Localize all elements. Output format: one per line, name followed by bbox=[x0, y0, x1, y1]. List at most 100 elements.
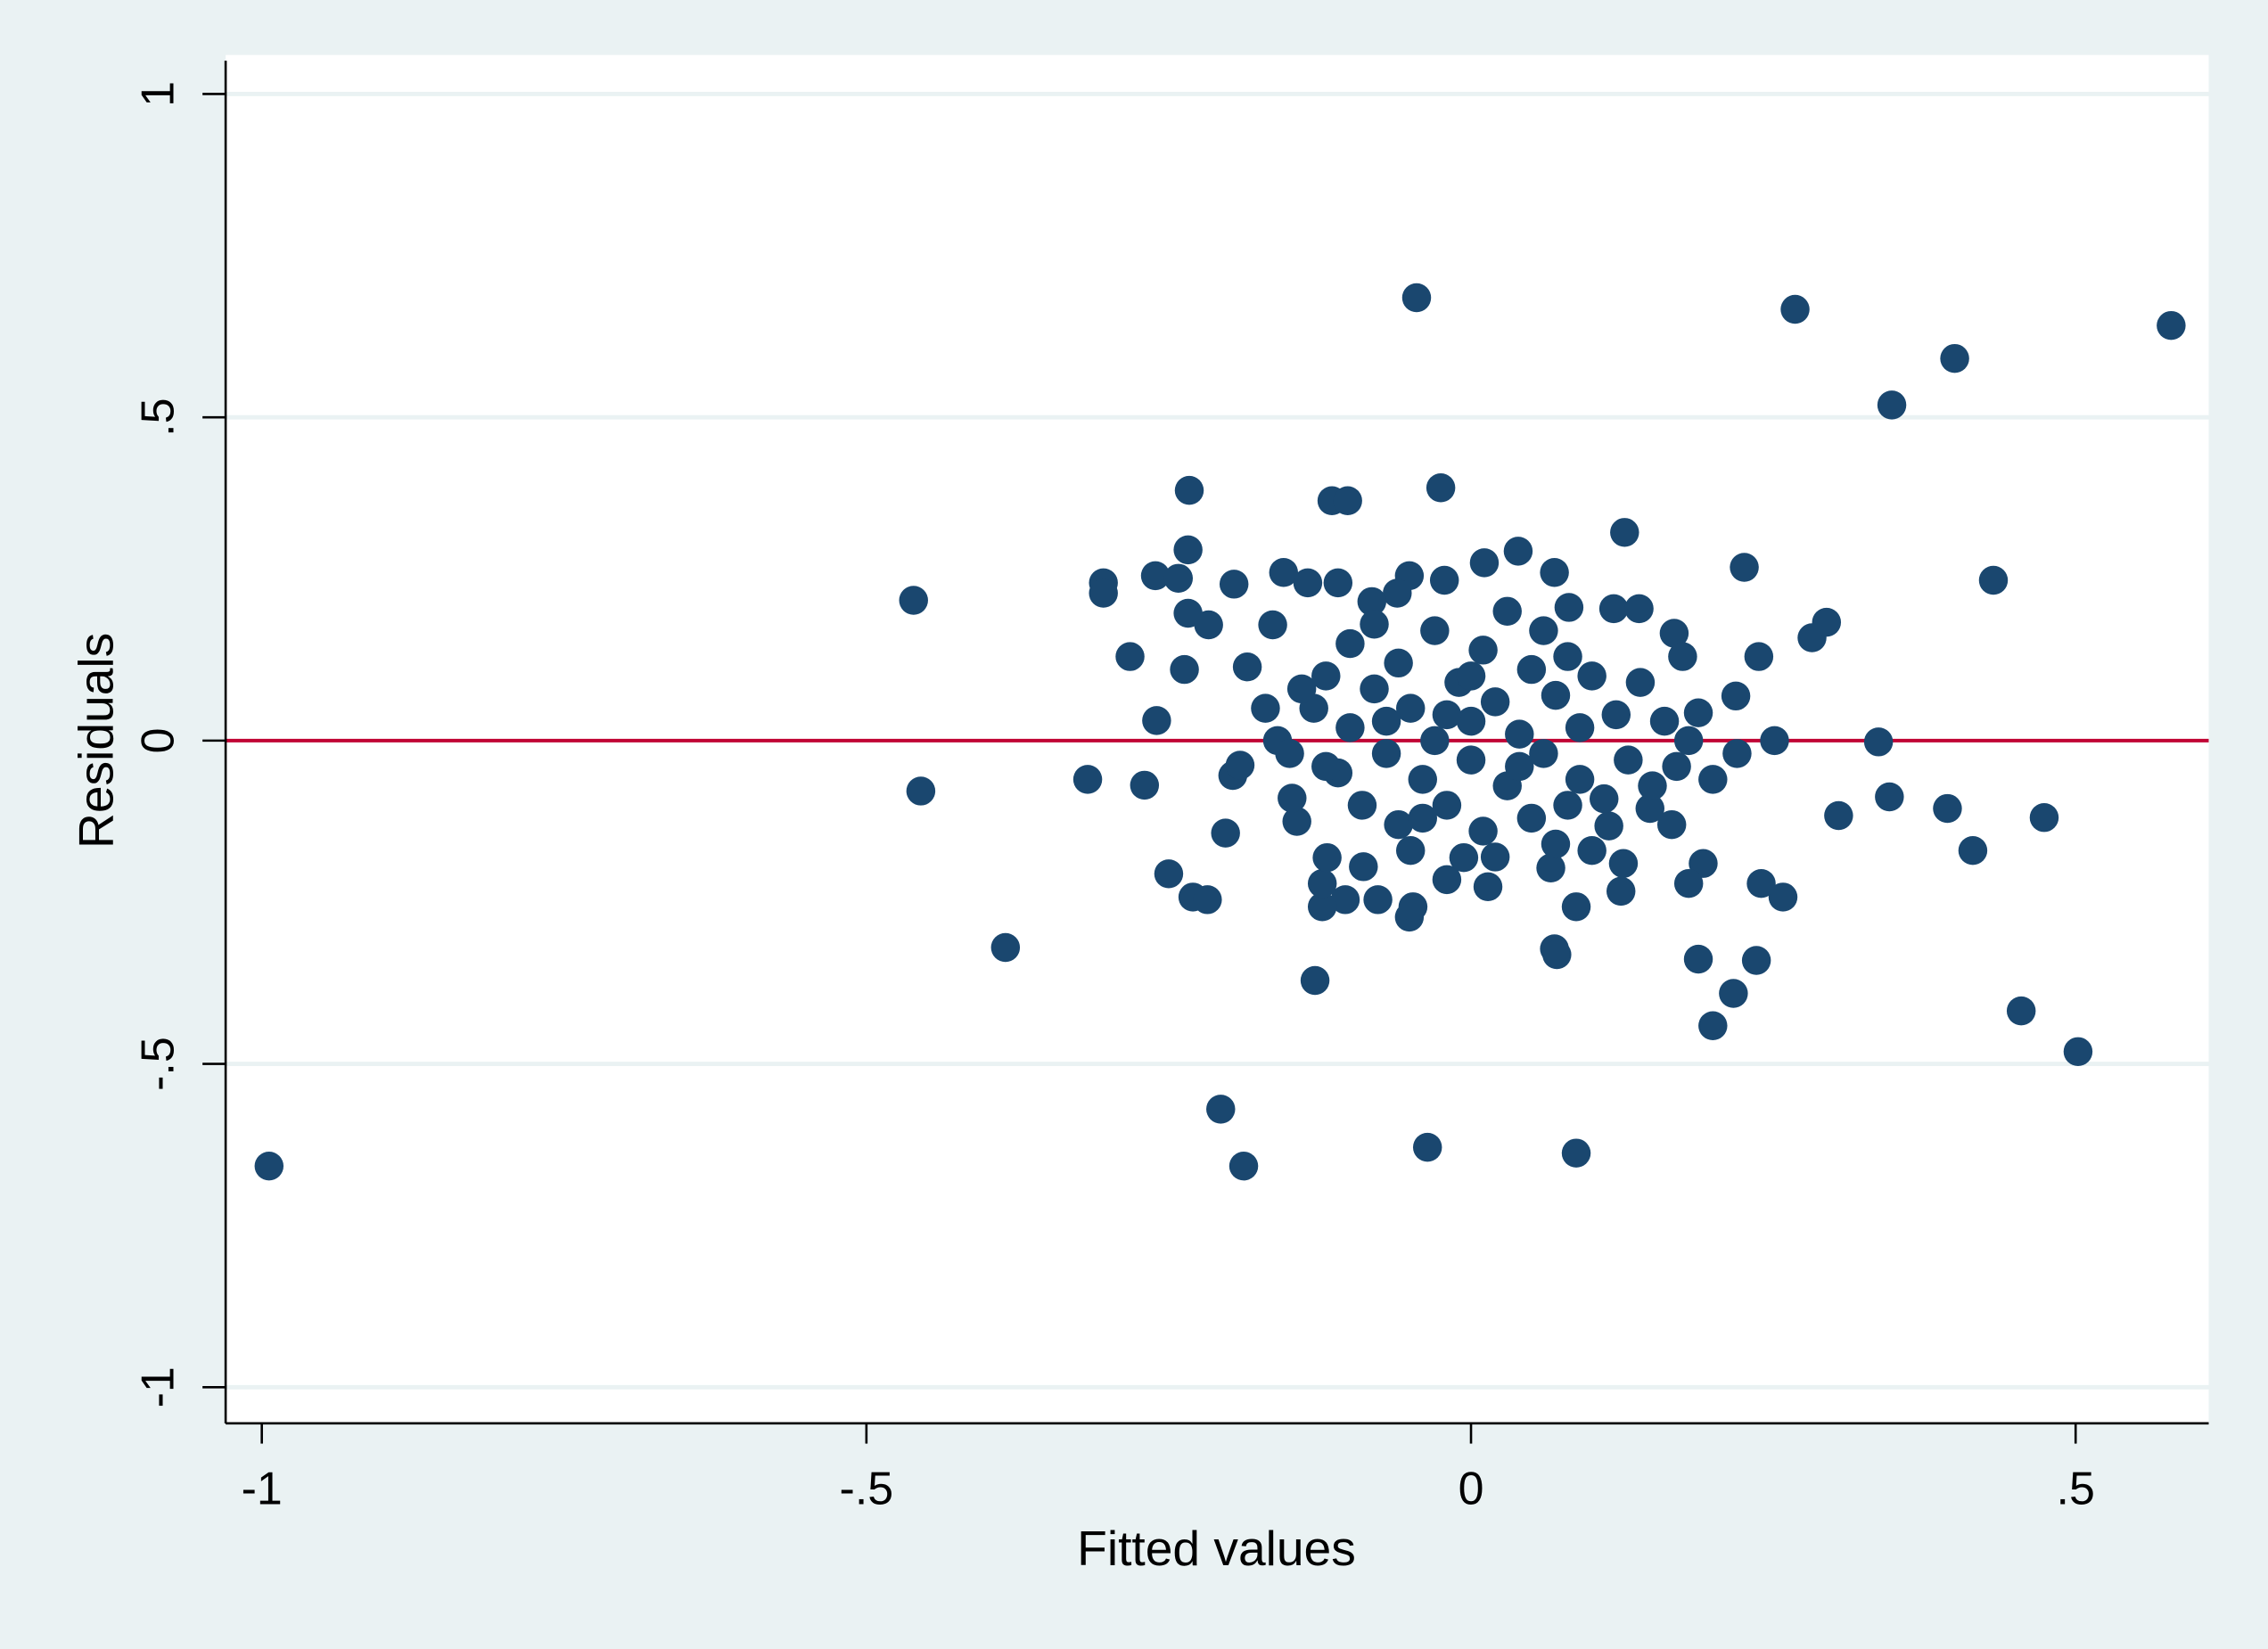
data-point bbox=[1408, 803, 1438, 833]
data-point bbox=[1163, 563, 1194, 594]
data-point bbox=[1744, 642, 1774, 671]
data-point bbox=[1251, 693, 1280, 723]
data-point bbox=[1933, 793, 1962, 824]
data-point bbox=[1824, 800, 1853, 831]
data-point bbox=[1307, 892, 1337, 922]
data-point bbox=[1456, 661, 1486, 691]
y-tick-label: -1 bbox=[133, 1366, 185, 1407]
data-point bbox=[1211, 818, 1240, 848]
data-point bbox=[1323, 568, 1353, 598]
data-point bbox=[1130, 770, 1160, 800]
data-point bbox=[1258, 610, 1287, 640]
data-point bbox=[1606, 876, 1636, 907]
data-point bbox=[1608, 849, 1639, 878]
data-point bbox=[1730, 553, 1759, 582]
data-point bbox=[1673, 726, 1704, 756]
data-point bbox=[1614, 745, 1643, 775]
data-point bbox=[1741, 946, 1771, 975]
data-point bbox=[1577, 661, 1606, 691]
data-point bbox=[1768, 882, 1798, 912]
data-point bbox=[1115, 642, 1145, 671]
data-point bbox=[2006, 996, 2036, 1026]
data-point bbox=[1698, 1011, 1728, 1041]
data-point bbox=[1363, 885, 1393, 915]
data-point bbox=[1863, 727, 1894, 757]
data-point bbox=[1174, 475, 1204, 505]
data-point bbox=[1673, 868, 1704, 898]
data-point bbox=[1335, 713, 1365, 742]
data-point bbox=[1638, 771, 1667, 800]
data-point bbox=[2157, 310, 2186, 340]
data-point bbox=[1154, 859, 1184, 889]
data-point bbox=[1206, 1095, 1236, 1124]
data-point bbox=[1978, 565, 2009, 595]
data-point bbox=[1395, 693, 1426, 723]
data-point bbox=[1561, 892, 1591, 922]
data-point bbox=[1780, 294, 1810, 324]
data-point bbox=[1395, 835, 1426, 866]
y-axis-title: Residuals bbox=[69, 633, 124, 849]
data-point bbox=[1877, 390, 1907, 420]
data-point bbox=[1662, 751, 1691, 782]
data-point bbox=[1170, 654, 1199, 685]
data-point bbox=[1689, 849, 1718, 878]
data-point bbox=[1228, 1151, 1259, 1181]
data-point bbox=[1958, 835, 1988, 866]
data-point bbox=[1719, 979, 1748, 1008]
data-point bbox=[1529, 616, 1558, 645]
x-tick-label: .5 bbox=[2057, 1464, 2095, 1515]
data-point bbox=[1492, 596, 1522, 627]
data-point bbox=[1516, 654, 1547, 685]
data-point bbox=[1610, 518, 1639, 547]
data-point bbox=[1383, 578, 1412, 608]
data-point bbox=[1480, 842, 1510, 872]
data-point bbox=[1760, 726, 1789, 756]
data-point bbox=[1561, 1138, 1591, 1168]
data-point bbox=[1357, 587, 1387, 617]
data-point bbox=[1456, 706, 1486, 736]
data-point bbox=[906, 776, 936, 806]
data-point bbox=[1516, 803, 1547, 833]
data-point bbox=[1293, 568, 1323, 598]
x-tick-label: -.5 bbox=[840, 1464, 894, 1515]
data-point bbox=[990, 932, 1021, 963]
data-point bbox=[1541, 680, 1571, 710]
data-point bbox=[1721, 681, 1751, 711]
data-point bbox=[1311, 661, 1341, 691]
data-point bbox=[1349, 852, 1378, 882]
data-point bbox=[1698, 765, 1728, 794]
data-point bbox=[1656, 809, 1687, 840]
data-point bbox=[1468, 816, 1498, 846]
data-point bbox=[1282, 807, 1311, 836]
data-point bbox=[1384, 809, 1413, 840]
data-point bbox=[1505, 751, 1534, 782]
data-point bbox=[1072, 765, 1103, 794]
data-point bbox=[1412, 1132, 1442, 1162]
data-point bbox=[1601, 700, 1631, 730]
data-point bbox=[1449, 842, 1479, 873]
data-point bbox=[1401, 283, 1432, 313]
data-point bbox=[1503, 537, 1533, 566]
data-point bbox=[1232, 652, 1262, 682]
data-point bbox=[1812, 607, 1842, 637]
data-point bbox=[1594, 811, 1623, 841]
axis-ticks: -1 -.5 0 .5 1 -1 -.5 0 .5 bbox=[133, 81, 2095, 1515]
data-point bbox=[1536, 853, 1565, 883]
y-tick-label: 0 bbox=[133, 727, 185, 753]
data-point bbox=[1193, 885, 1222, 915]
data-point bbox=[899, 586, 928, 615]
data-point bbox=[1278, 783, 1307, 813]
data-point bbox=[1140, 561, 1171, 591]
data-point bbox=[1683, 698, 1713, 727]
data-point bbox=[1529, 739, 1558, 768]
data-point bbox=[1683, 944, 1713, 974]
data-point bbox=[1875, 782, 1904, 812]
data-point bbox=[1746, 868, 1776, 898]
data-point bbox=[1330, 885, 1360, 915]
data-point bbox=[1360, 610, 1389, 639]
data-point bbox=[1219, 570, 1249, 599]
data-point bbox=[1408, 765, 1438, 794]
data-point bbox=[1456, 745, 1486, 775]
data-point bbox=[1649, 706, 1680, 736]
